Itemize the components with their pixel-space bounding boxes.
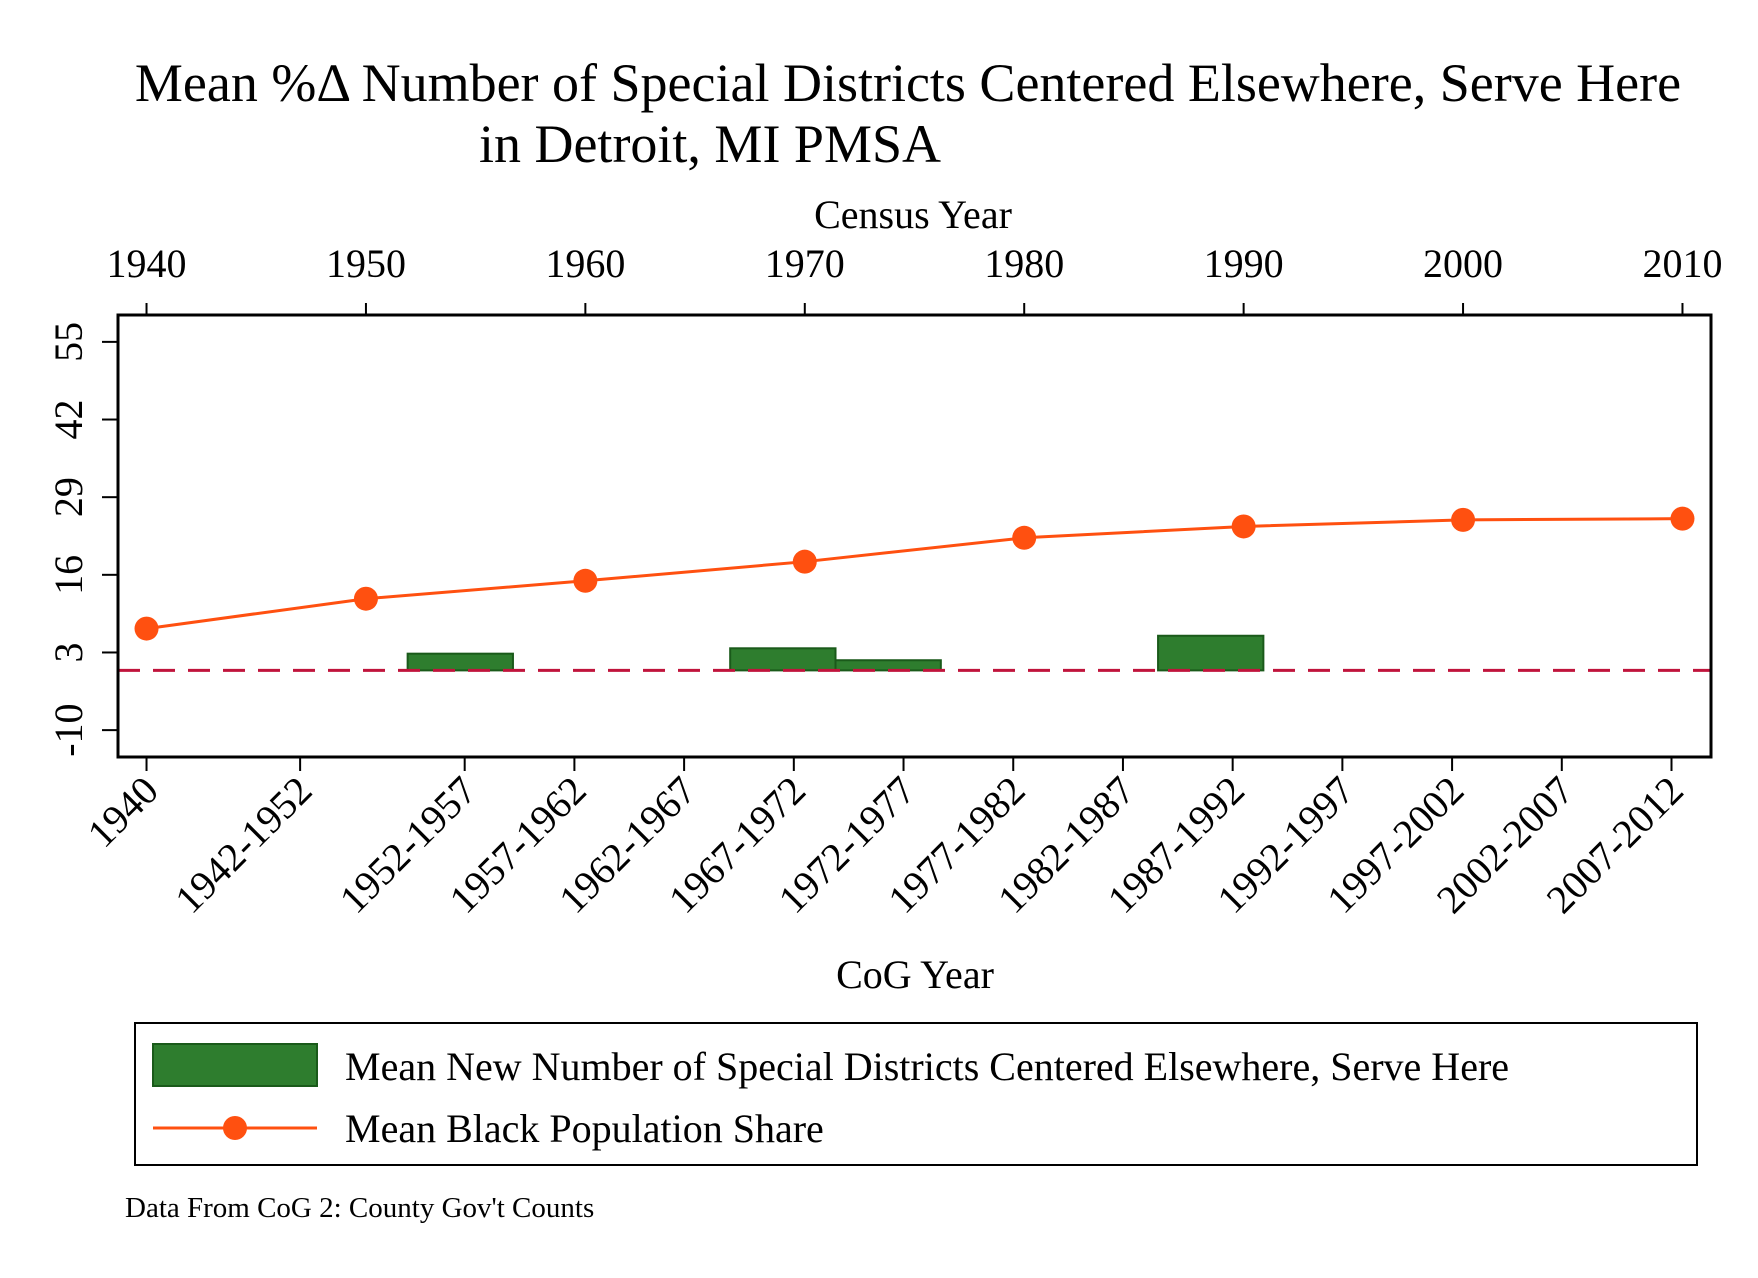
series-point xyxy=(134,616,159,641)
series-point xyxy=(1670,506,1695,531)
top-axis: 1940 1950 1960 1970 1980 1990 2000 2010 xyxy=(107,241,1722,315)
bottom-axis: 1940 1942-1952 1952-19571957-19621962-1967… xyxy=(79,757,1692,922)
plot-frame xyxy=(116,313,1713,759)
legend-line-label: Mean Black Population Share xyxy=(345,1106,824,1151)
legend-bar-swatch xyxy=(152,1043,318,1087)
top-axis-tick-label: 1940 xyxy=(107,241,187,286)
y-axis-tick-label: 16 xyxy=(46,555,91,595)
bar xyxy=(406,652,514,672)
y-axis-tick-label: -10 xyxy=(46,703,91,756)
top-axis-label: Census Year xyxy=(814,192,1012,237)
chart-title: Mean %Δ Number of Special Districts Cent… xyxy=(135,53,1681,113)
series-point xyxy=(1451,507,1476,532)
series-line xyxy=(146,517,1683,631)
top-axis-tick-label: 2000 xyxy=(1423,241,1503,286)
top-axis-tick-label: 2010 xyxy=(1642,241,1722,286)
bottom-axis-tick-label: 1940 xyxy=(79,768,167,856)
bottom-axis-tick-label: 1942-1952 xyxy=(166,768,320,922)
y-axis: -10 3 16 29 42 55 xyxy=(46,322,118,757)
top-axis-tick-label: 1950 xyxy=(326,241,406,286)
legend: Mean New Number of Special Districts Cen… xyxy=(134,1022,1698,1166)
series-point xyxy=(1012,525,1037,550)
bar xyxy=(729,647,837,672)
y-axis-tick-label: 29 xyxy=(46,477,91,517)
y-axis-tick-label: 42 xyxy=(46,400,91,440)
bottom-axis-label: CoG Year xyxy=(836,952,994,997)
bar xyxy=(834,659,942,672)
legend-bar-label: Mean New Number of Special Districts Cen… xyxy=(345,1044,1509,1089)
y-axis-tick-label: 3 xyxy=(46,642,91,662)
series-point xyxy=(573,568,598,593)
bar-series xyxy=(406,634,1265,672)
y-axis-tick-label: 55 xyxy=(46,322,91,362)
top-axis-tick-label: 1990 xyxy=(1204,241,1284,286)
top-axis-tick-label: 1980 xyxy=(984,241,1064,286)
chart-subtitle: in Detroit, MI PMSA xyxy=(479,114,941,174)
series-point xyxy=(1231,514,1256,539)
series-point xyxy=(792,549,817,574)
top-axis-tick-label: 1970 xyxy=(765,241,845,286)
series-point xyxy=(353,586,378,611)
bar xyxy=(1157,634,1265,672)
line-series xyxy=(134,506,1695,641)
top-axis-tick-label: 1960 xyxy=(545,241,625,286)
legend-frame xyxy=(134,1022,1698,1166)
source-note: Data From CoG 2: County Gov't Counts xyxy=(125,1192,594,1224)
legend-line-marker xyxy=(223,1116,247,1140)
